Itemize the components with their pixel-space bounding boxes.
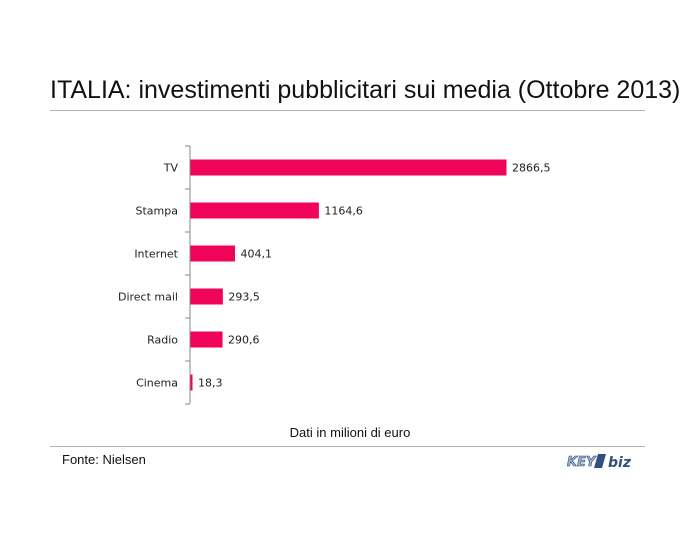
category-label: TV	[163, 162, 179, 175]
key4biz-logo: KEY biz	[567, 454, 632, 471]
value-labels: 2866,5 1164,6 404,1 293,5 290,6 18,3	[198, 162, 550, 390]
chart-title: ITALIA: investimenti pubblicitari sui me…	[50, 76, 681, 104]
value-label: 1164,6	[324, 205, 363, 218]
title-divider	[50, 110, 645, 111]
category-label: Stampa	[136, 205, 178, 218]
bars-group	[190, 159, 507, 391]
category-label: Direct mail	[118, 291, 178, 304]
logo-biz-text: biz	[608, 455, 632, 471]
bar-direct-mail	[190, 288, 223, 305]
bar-internet	[190, 245, 236, 262]
category-labels: TV Stampa Internet Direct mail Radio Cinema	[118, 162, 179, 390]
value-label: 404,1	[241, 248, 272, 261]
footer-divider	[50, 446, 645, 447]
category-label: Radio	[147, 334, 178, 347]
bar-radio	[190, 331, 223, 348]
category-label: Cinema	[136, 377, 178, 390]
value-label: 290,6	[228, 334, 260, 347]
source-text: Fonte: Nielsen	[62, 452, 146, 467]
category-label: Internet	[134, 248, 178, 261]
bar-stampa	[190, 202, 319, 219]
value-label: 18,3	[198, 377, 223, 390]
bar-cinema	[190, 374, 193, 391]
logo-key-text: KEY	[567, 455, 597, 470]
value-label: 293,5	[228, 291, 260, 304]
value-label: 2866,5	[512, 162, 551, 175]
units-note: Dati in milioni di euro	[289, 425, 411, 440]
bar-tv	[190, 159, 507, 176]
y-axis-ticks	[185, 145, 190, 405]
